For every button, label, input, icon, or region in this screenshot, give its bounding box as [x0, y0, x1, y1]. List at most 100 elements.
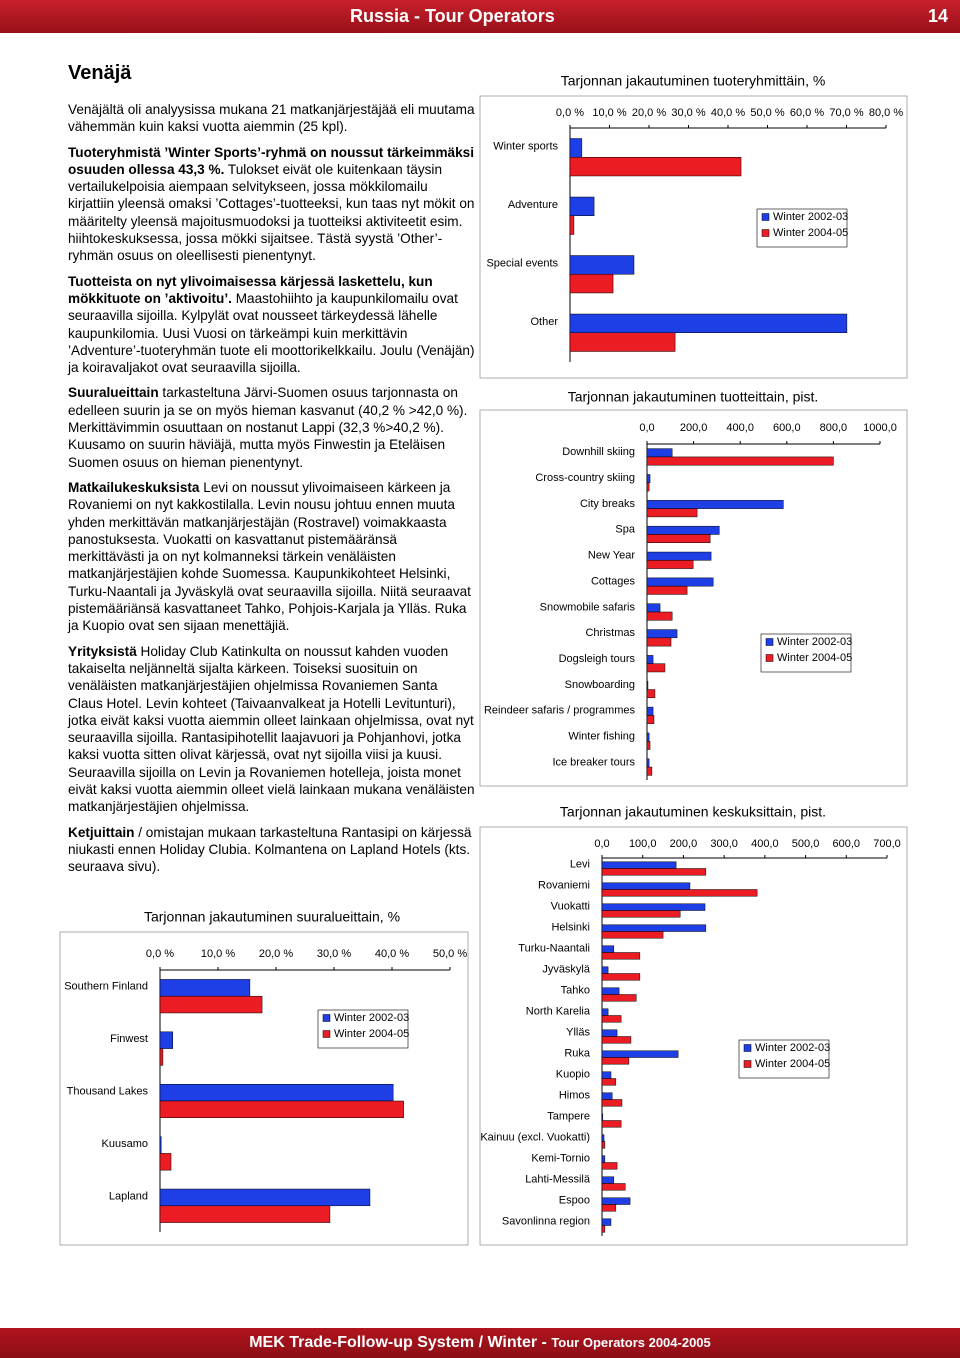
- category-label: Tahko: [561, 985, 590, 997]
- category-label: New Year: [588, 550, 635, 562]
- bar: [601, 1204, 617, 1212]
- category-label: Cottages: [591, 575, 636, 587]
- paragraph-text: / omistajan mukaan tarkasteltuna Rantasi…: [68, 824, 472, 875]
- page-number: 14: [927, 6, 948, 26]
- bar: [646, 611, 673, 621]
- category-label: Winter sports: [493, 141, 558, 153]
- bar: [601, 1176, 615, 1184]
- category-label: Adventure: [508, 199, 558, 211]
- category-label: City breaks: [580, 498, 636, 510]
- legend-label: Winter 2004-05: [777, 652, 852, 664]
- bar: [601, 1036, 632, 1044]
- x-tick-label: 50,0 %: [750, 107, 784, 119]
- bold-lead: Yrityksistä: [68, 643, 137, 659]
- legend-swatch: [761, 229, 770, 237]
- legend-label: Winter 2002-03: [773, 211, 848, 223]
- category-label: Kainuu (excl. Vuokatti): [480, 1132, 590, 1144]
- category-label: Turku-Naantali: [518, 943, 590, 955]
- legend-swatch: [322, 1030, 331, 1038]
- category-label: Ylläs: [566, 1027, 590, 1039]
- bar: [646, 706, 654, 716]
- paragraph-text: Levi on noussut ylivoimaiseen kärkeen ja…: [68, 479, 471, 634]
- bar: [646, 663, 666, 673]
- bar: [601, 1015, 622, 1023]
- chart-title: Tarjonnan jakautuminen tuotteittain, pis…: [568, 389, 819, 405]
- bar: [601, 1029, 618, 1037]
- legend-swatch: [743, 1044, 752, 1052]
- x-tick-label: 70,0 %: [829, 107, 863, 119]
- footer-text: MEK Trade-Follow-up System / Winter -: [249, 1334, 547, 1351]
- legend-label: Winter 2002-03: [755, 1042, 830, 1054]
- x-tick-label: 30,0 %: [317, 948, 351, 960]
- bar: [646, 577, 714, 587]
- bold-lead: Suuralueittain: [68, 385, 159, 401]
- header-bar: Russia - Tour Operators 14: [0, 0, 960, 33]
- category-label: Reindeer safaris / programmes: [484, 705, 636, 717]
- bar: [159, 1031, 174, 1049]
- bar: [601, 1092, 613, 1100]
- x-tick-label: 600,0: [773, 422, 801, 434]
- bar: [601, 903, 706, 911]
- bar: [159, 1136, 162, 1154]
- bar: [159, 1153, 172, 1171]
- category-label: Kuopio: [556, 1069, 590, 1081]
- bar: [646, 551, 712, 561]
- bar: [601, 1134, 605, 1142]
- paragraph: Tuotteista on nyt ylivoimaisessa kärjess…: [68, 273, 476, 377]
- bar: [601, 1057, 630, 1065]
- category-label: Vuokatti: [551, 901, 590, 913]
- bar: [646, 740, 651, 750]
- paragraph: Venäjältä oli analyysissa mukana 21 matk…: [68, 101, 476, 136]
- body-text: Venäjältä oli analyysissa mukana 21 matk…: [68, 101, 476, 883]
- bar: [646, 655, 654, 664]
- bar: [159, 1188, 371, 1207]
- bar: [601, 1183, 626, 1191]
- bar: [646, 681, 649, 690]
- category-label: Rovaniemi: [538, 880, 590, 892]
- paragraph-text: Holiday Club Katinkulta on noussut kahde…: [68, 643, 475, 815]
- paragraph-text: Maastohiihto ja kaupunkilomailu ovat seu…: [68, 290, 475, 376]
- bar: [601, 861, 677, 869]
- legend-swatch: [761, 213, 770, 221]
- bar: [601, 1162, 618, 1170]
- x-tick-label: 800,0: [820, 422, 848, 434]
- footer-small: Tour Operators 2004-2005: [551, 1335, 711, 1350]
- chart-frame: [479, 409, 908, 787]
- category-label: Cross-country skiing: [535, 472, 635, 484]
- category-label: Ice breaker tours: [552, 756, 635, 768]
- x-tick-label: 40,0 %: [375, 948, 409, 960]
- bar: [569, 196, 595, 216]
- bar: [601, 994, 637, 1002]
- bar: [601, 882, 691, 890]
- bar: [646, 766, 653, 776]
- legend-swatch: [322, 1014, 331, 1022]
- chart-frame: [59, 931, 469, 1246]
- x-tick-label: 1000,0: [863, 422, 897, 434]
- bar: [569, 274, 614, 294]
- legend-swatch: [743, 1060, 752, 1068]
- bar: [646, 456, 834, 466]
- category-label: Espoo: [559, 1195, 590, 1207]
- bar: [601, 952, 641, 960]
- bar: [601, 889, 758, 897]
- x-tick-label: 300,0: [710, 838, 738, 850]
- bar: [646, 534, 711, 543]
- bar: [601, 1225, 606, 1233]
- paragraph-text: Venäjältä oli analyysissa mukana 21 matk…: [68, 102, 475, 135]
- bar: [646, 603, 661, 613]
- paragraph: Matkailukeskuksista Levi on noussut yliv…: [68, 479, 476, 635]
- chart-frame: [479, 826, 908, 1246]
- paragraph: Suuralueittain tarkasteltuna Järvi-Suome…: [68, 384, 476, 470]
- bar: [159, 1083, 394, 1102]
- bar: [601, 1008, 609, 1016]
- paragraph: Ketjuittain / omistajan mukaan tarkastel…: [68, 824, 476, 876]
- bold-lead: Ketjuittain: [68, 824, 135, 840]
- legend-box: [760, 633, 852, 673]
- bar: [601, 931, 664, 939]
- bar: [601, 1071, 612, 1079]
- bar: [601, 1155, 606, 1163]
- x-tick-label: 0,0: [594, 838, 609, 850]
- category-label: Other: [530, 316, 558, 328]
